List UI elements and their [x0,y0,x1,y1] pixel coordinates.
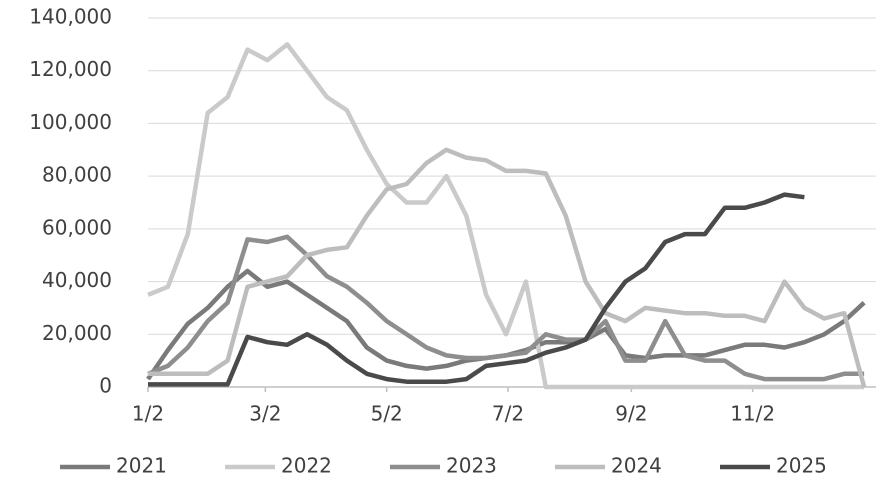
x-tick-label: 7/2 [492,402,524,426]
y-tick-label: 40,000 [42,268,112,292]
y-tick-label: 20,000 [42,321,112,345]
y-tick-label: 60,000 [42,215,112,239]
series-line [148,192,805,387]
x-tick-label: 11/2 [730,402,775,426]
y-tick-label: 100,000 [29,110,112,134]
x-tick-label: 1/2 [132,402,164,426]
y-tick-label: 80,000 [42,163,112,187]
series-line [147,42,865,390]
legend-label: 2021 [116,454,167,478]
series-line [148,147,867,388]
x-tick-label: 3/2 [249,402,281,426]
legend-label: 2024 [611,454,662,478]
legend-label: 2022 [281,454,332,478]
legend-label: 2023 [446,454,497,478]
y-tick-label: 120,000 [29,57,112,81]
y-tick-label: 140,000 [29,5,112,29]
x-tick-label: 9/2 [615,402,647,426]
series-line [147,234,865,382]
y-tick-label: 0 [99,374,112,398]
x-tick-label: 5/2 [371,402,403,426]
legend-label: 2025 [776,454,827,478]
